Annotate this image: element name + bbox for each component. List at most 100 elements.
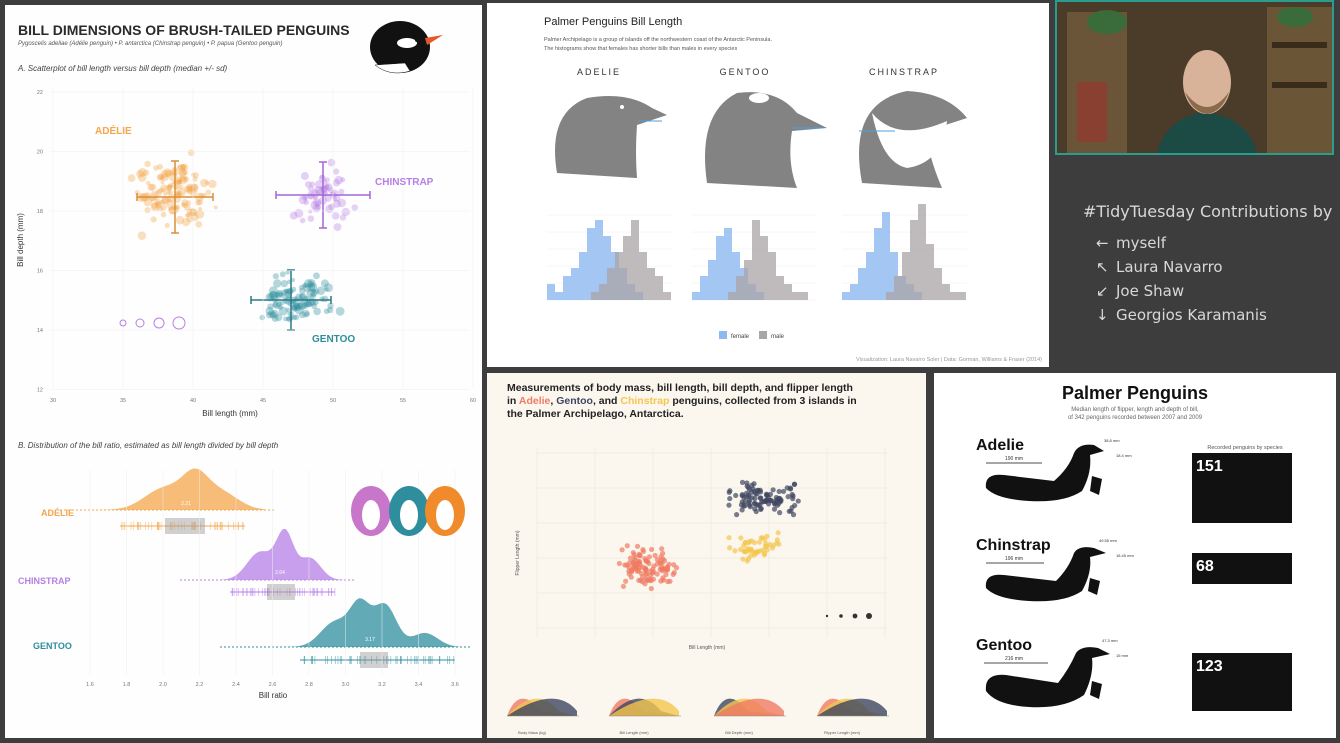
scatter-point: [637, 564, 643, 571]
penguin-trio-illustration: [351, 486, 465, 536]
hist-bar-male: [958, 292, 966, 300]
scatter-point: [626, 568, 632, 574]
scatter-point: [269, 290, 279, 300]
scatter-point: [340, 177, 346, 183]
scatter-point: [299, 293, 307, 301]
scatter-point: [167, 193, 177, 203]
scatter-point: [147, 183, 155, 191]
scatter-point: [308, 280, 315, 287]
scatter-point: [308, 209, 313, 214]
dens-label-3: Flipper Length (mm): [824, 730, 861, 735]
scatter-point: [754, 549, 760, 555]
scatter-point: [181, 199, 189, 206]
scatter-point: [293, 314, 300, 321]
p2-credit: Visualization: Laura Navarro Soler | Dat…: [856, 357, 1042, 363]
p4-chinstrap-bill-depth: 18.45 mm: [1116, 553, 1134, 558]
scatter-point: [272, 301, 279, 308]
scatter-point: [313, 185, 323, 195]
scatter-point: [265, 311, 273, 319]
penguin-silhouette-gentoo: [985, 647, 1110, 708]
p3-title-line2: in Adelie, Gentoo, and Chinstrap penguin…: [507, 395, 857, 407]
scatter-point: [313, 272, 320, 280]
scatter-point: [268, 310, 276, 318]
hist-bar-male: [926, 244, 934, 300]
scatter-point: [643, 571, 649, 577]
scatter-point: [186, 208, 195, 217]
scatter-point: [143, 169, 150, 176]
scatter-point: [275, 291, 283, 299]
scatter-point: [312, 198, 322, 207]
contributor-joe-shaw: ↙ Joe Shaw: [1096, 282, 1185, 300]
p2-title: Palmer Penguins Bill Length: [544, 16, 682, 28]
p4-subtitle2: of 342 penguins recorded between 2007 an…: [1068, 415, 1203, 421]
x-tick-b: 2.4: [232, 682, 240, 688]
scatter-point: [284, 296, 293, 305]
scatter-point: [732, 548, 738, 554]
scatter-point: [741, 494, 747, 501]
penguin-silhouette-adelie: [985, 444, 1104, 502]
hist-bar-male: [752, 220, 760, 300]
scatter-point: [627, 555, 634, 561]
p2-species-adelie: ADELIE: [577, 67, 621, 77]
scatter-point: [293, 302, 300, 310]
scatter-point: [295, 293, 303, 301]
scatter-point: [273, 300, 282, 309]
scatter-point: [303, 284, 312, 293]
scatter-point: [659, 560, 665, 566]
legend-male-swatch: [759, 331, 767, 339]
scatter-point: [177, 179, 183, 185]
scatter-point: [183, 176, 188, 181]
hist-bar-female: [850, 284, 858, 300]
scatter-point: [134, 190, 140, 196]
size-legend-dot: [839, 614, 843, 618]
scatter-point: [285, 307, 291, 313]
scatter-point: [137, 231, 147, 240]
scatter-point: [195, 220, 203, 228]
scatter-point: [267, 293, 273, 300]
scatter-point: [299, 217, 306, 224]
scatter-point: [761, 551, 767, 557]
x-tick-b: 2.0: [159, 682, 167, 688]
hist-bar-male: [934, 268, 942, 300]
scatter-point: [311, 288, 316, 294]
hist-bar-female: [716, 236, 724, 300]
box: [165, 518, 205, 534]
scatter-point: [291, 305, 298, 311]
palmer-penguins-panel: Palmer Penguins Median length of flipper…: [934, 373, 1336, 738]
scatter-point: [748, 546, 754, 552]
scatter-point: [179, 170, 187, 178]
hist-bar-male: [744, 260, 752, 300]
p4-subtitle1: Median length of flipper, length and dep…: [1071, 407, 1199, 413]
hist-bar-male: [639, 252, 647, 300]
legend-female-label: female: [731, 334, 750, 340]
scatter-point: [164, 222, 170, 228]
scatter-point: [280, 289, 288, 296]
scatter-point: [156, 163, 163, 170]
hist-bar-female: [555, 292, 563, 300]
hist-bar-female: [563, 276, 571, 300]
scatter-point: [259, 314, 265, 321]
scatter-point: [776, 541, 782, 547]
bill-length-panel: Palmer Penguins Bill Length Palmer Archi…: [487, 3, 1049, 367]
hist-bar-male: [768, 252, 776, 300]
label-chinstrap-a: CHINSTRAP: [375, 177, 434, 188]
scatter-point: [188, 208, 197, 217]
p1-title: BILL DIMENSIONS OF BRUSH-TAILED PENGUINS: [18, 22, 350, 38]
scatter-point: [268, 286, 278, 296]
scatter-point: [286, 288, 292, 294]
scatter-point: [315, 204, 322, 211]
p4-chinstrap-bill-len: 49.55 mm: [1099, 538, 1117, 543]
density-ridge: [100, 468, 265, 510]
hist-bar-male: [655, 276, 663, 300]
scatter-point: [671, 562, 677, 568]
scatter-point: [758, 506, 764, 513]
hist-bar-male: [631, 220, 639, 300]
p1-ylabel-a: Bill depth (mm): [16, 213, 25, 267]
scatter-point: [291, 304, 297, 311]
x-tick-a: 50: [330, 398, 336, 404]
scatter-point: [726, 489, 732, 495]
scatter-point: [744, 558, 750, 564]
scatter-point: [168, 170, 174, 176]
scatter-point: [150, 196, 155, 202]
hist-bar-male: [663, 292, 671, 300]
